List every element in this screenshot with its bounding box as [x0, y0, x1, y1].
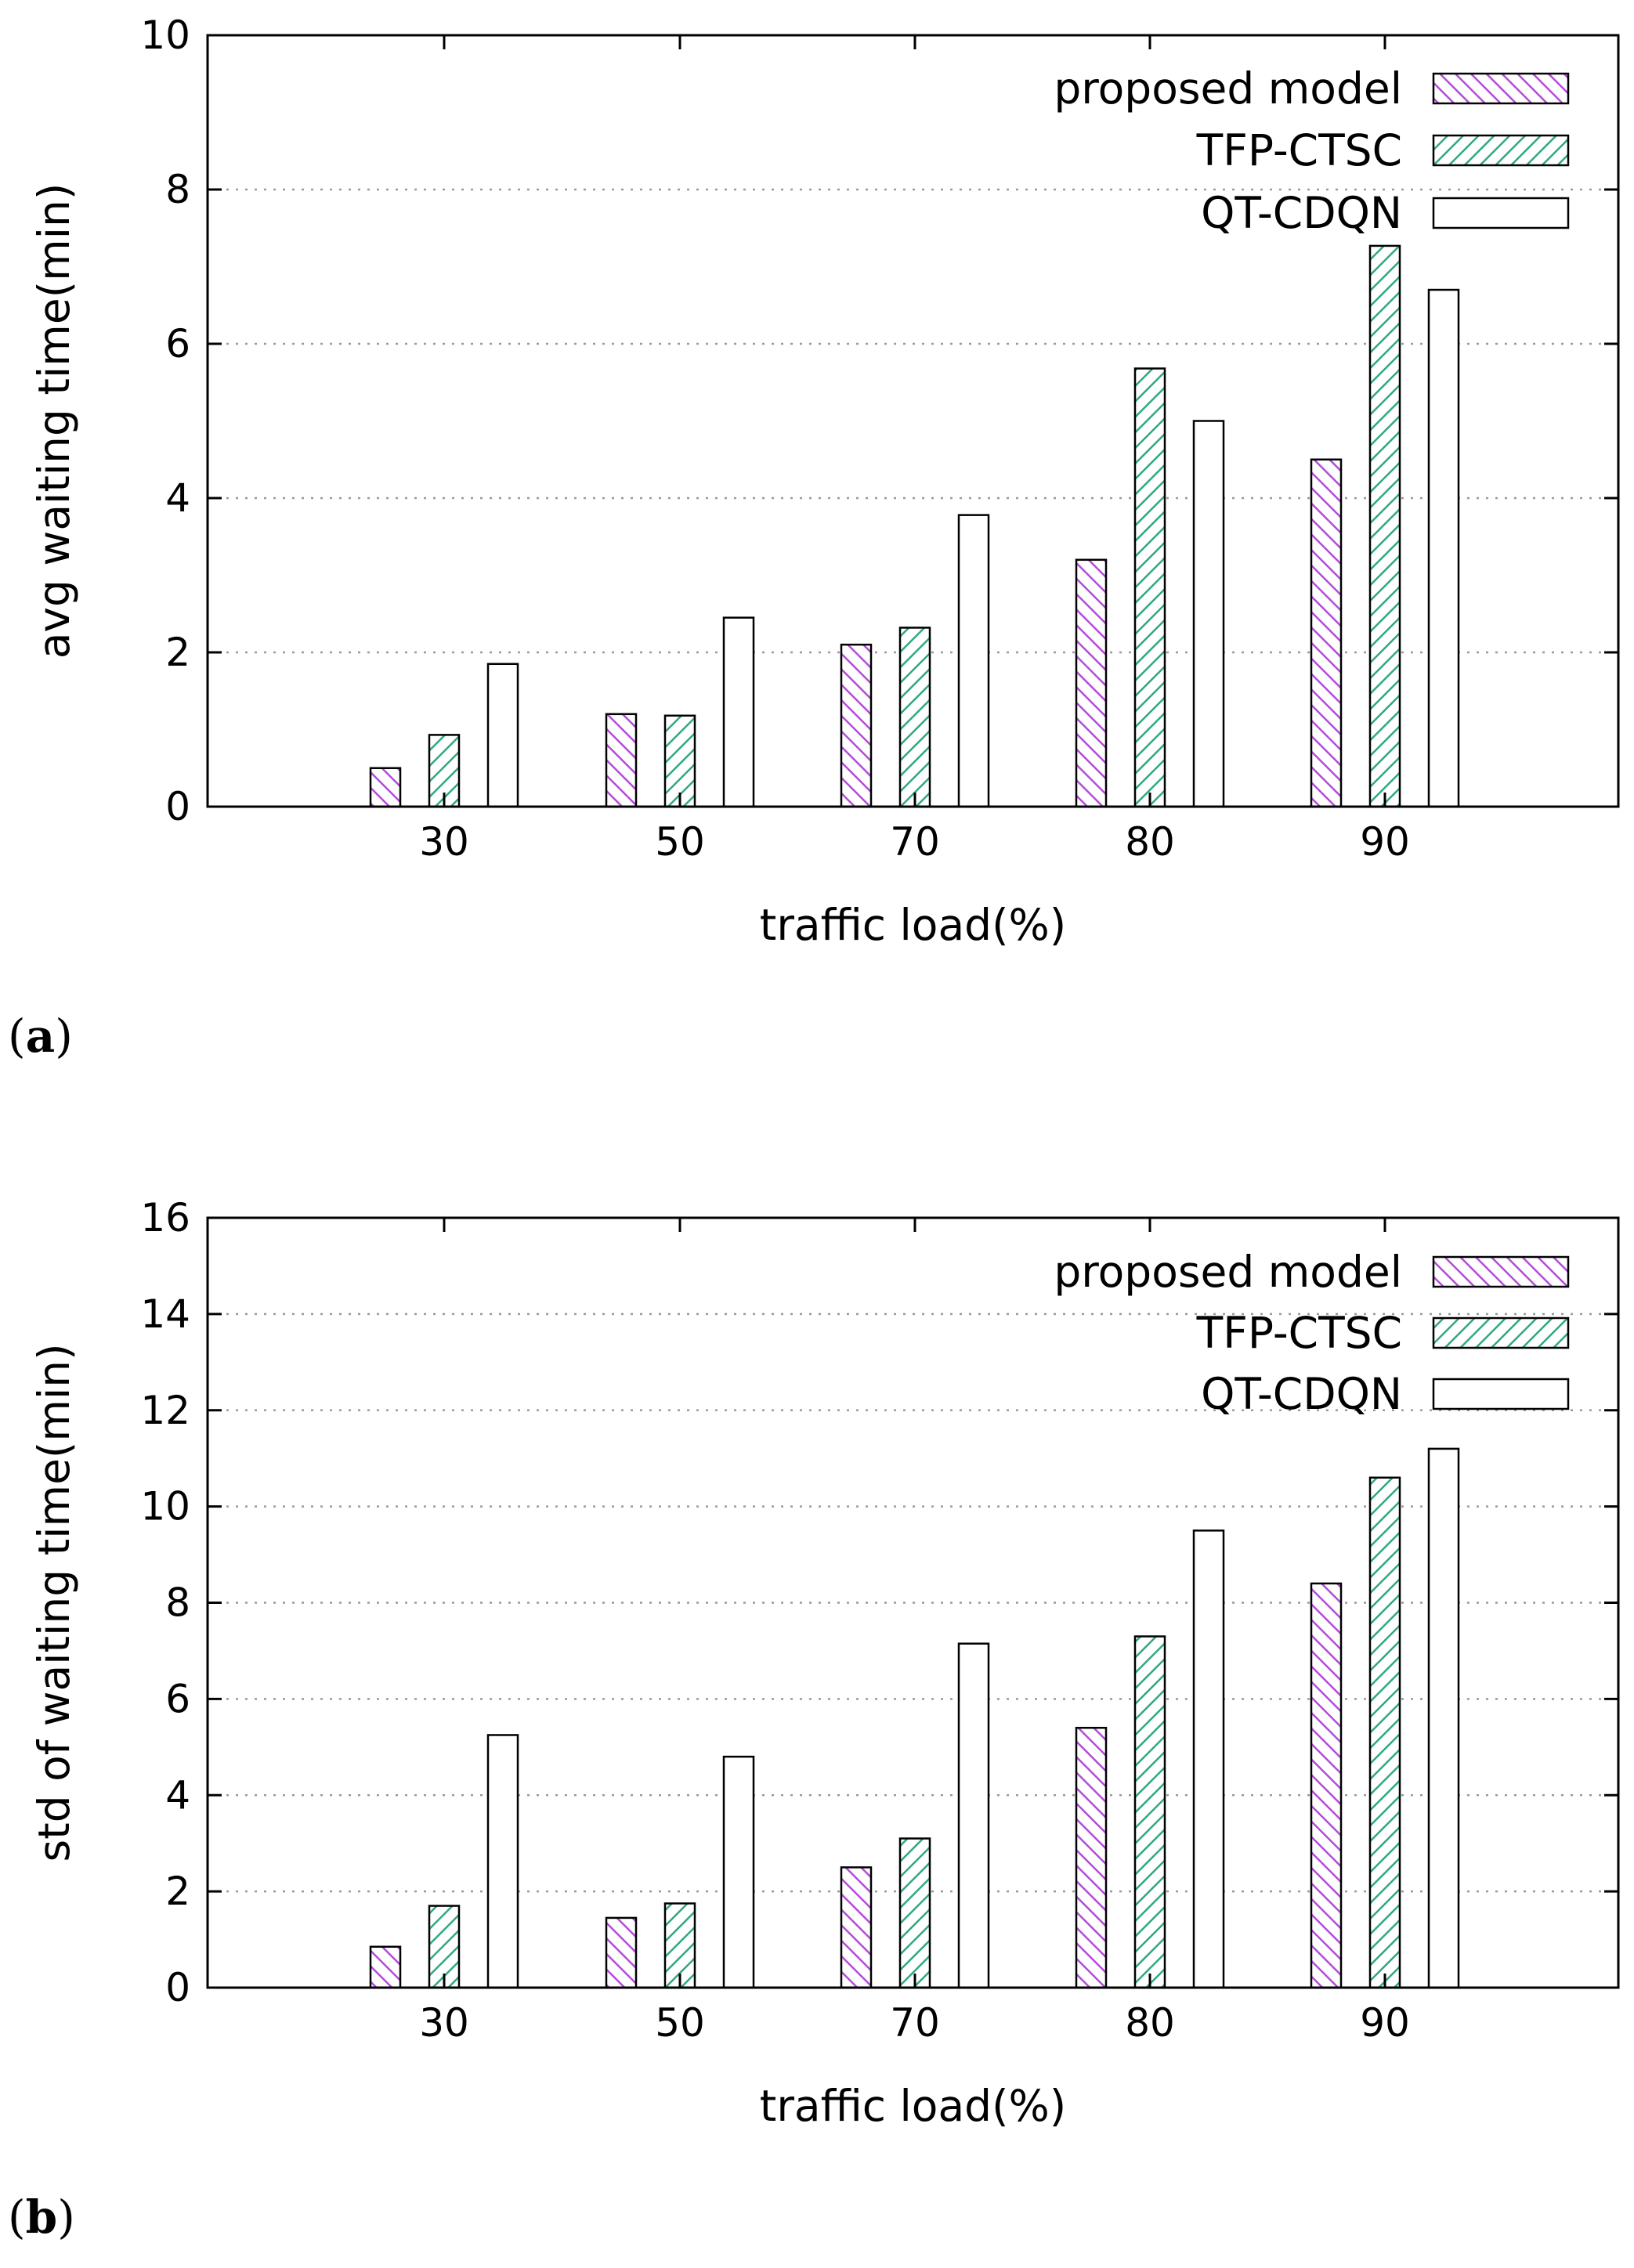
- y-axis-label: std of waiting time(min): [29, 1343, 79, 1862]
- x-tick-label: 80: [1125, 819, 1175, 865]
- bar-hatch-purple-70: [840, 1866, 873, 1989]
- bar-outline-50: [722, 1755, 755, 1989]
- y-tick-label: 8: [165, 167, 190, 212]
- y-tick-label: 6: [165, 1676, 190, 1721]
- legend-swatch-hatch-purple: [1432, 1255, 1570, 1288]
- legend-swatch-hatch-green: [1432, 1316, 1570, 1349]
- bar-hatch-green-80: [1133, 1635, 1166, 1989]
- panel-label-close: ): [57, 2190, 75, 2244]
- x-tick-label: 80: [1125, 2000, 1175, 2046]
- panel-label: (a): [8, 1009, 73, 1063]
- chart-panel-b: 0 2 4 6 8 10 12 14 16 30 50 70 80 90 traffic load(%) st…: [8, 1195, 1620, 2244]
- y-tick-label: 14: [140, 1291, 190, 1337]
- legend-swatch-outline: [1432, 1378, 1570, 1410]
- y-tick-label: 0: [165, 1965, 190, 2010]
- plot-frame: [206, 34, 1620, 808]
- y-tick-label: 4: [165, 475, 190, 521]
- x-tick-label: 30: [419, 2000, 469, 2046]
- bar-outline-70: [957, 1642, 990, 1989]
- bar-hatch-purple-30: [369, 1945, 402, 1989]
- x-tick-label: 50: [655, 819, 705, 865]
- x-axis-label: traffic load(%): [760, 2081, 1067, 2131]
- y-tick-label: 6: [165, 321, 190, 367]
- panel-label-open: (: [8, 2190, 26, 2244]
- legend-label: QT-CDQN: [1201, 188, 1402, 238]
- bar-outline-30: [486, 663, 519, 808]
- bar-hatch-green-70: [898, 627, 931, 808]
- y-tick-label: 0: [165, 784, 190, 829]
- x-tick-label: 70: [890, 819, 940, 865]
- y-tick-label: 8: [165, 1580, 190, 1626]
- legend-label: TFP-CTSC: [1196, 1308, 1402, 1358]
- x-axis-label: traffic load(%): [760, 900, 1067, 950]
- y-tick-label: 2: [165, 1869, 190, 1914]
- y-tick-label: 2: [165, 630, 190, 675]
- panel-label-letter: b: [26, 2190, 58, 2244]
- bar-hatch-green-90: [1368, 1476, 1401, 1989]
- bar-hatch-green-90: [1368, 244, 1401, 808]
- bar-outline-30: [486, 1734, 519, 1989]
- x-tick-label: 70: [890, 2000, 940, 2046]
- x-tick-label: 30: [419, 819, 469, 865]
- legend-label: TFP-CTSC: [1196, 125, 1402, 175]
- bar-hatch-green-80: [1133, 367, 1166, 808]
- bar-hatch-purple-30: [369, 767, 402, 808]
- x-tick-label: 90: [1360, 819, 1410, 865]
- chart-panel-a: 0 2 4 6 8 10 30 50 70 80 90 traffic load(%) avg wait…: [8, 13, 1620, 1063]
- panel-label-open: (: [8, 1009, 26, 1063]
- legend-swatch-hatch-green: [1432, 134, 1570, 167]
- panel-label-close: ): [55, 1009, 73, 1063]
- y-tick-label: 10: [140, 13, 190, 58]
- bar-outline-80: [1192, 1529, 1225, 1989]
- bar-outline-90: [1427, 1447, 1460, 1989]
- y-tick-label: 10: [140, 1484, 190, 1529]
- panel-label: (b): [8, 2190, 75, 2244]
- legend-swatch-outline: [1432, 197, 1570, 229]
- bar-hatch-green-70: [898, 1837, 931, 1989]
- y-tick-label: 4: [165, 1772, 190, 1818]
- bar-outline-50: [722, 616, 755, 808]
- bar-hatch-purple-80: [1075, 1726, 1108, 1989]
- x-tick-label: 90: [1360, 2000, 1410, 2046]
- bar-outline-80: [1192, 420, 1225, 808]
- bar-hatch-purple-90: [1310, 1582, 1343, 1989]
- legend-swatch-hatch-purple: [1432, 72, 1570, 105]
- bar-hatch-purple-50: [605, 1916, 638, 1989]
- bar-outline-70: [957, 514, 990, 808]
- legend-label: proposed model: [1054, 63, 1402, 114]
- y-axis-label: avg waiting time(min): [29, 183, 79, 659]
- legend-label: QT-CDQN: [1201, 1369, 1402, 1419]
- bar-hatch-purple-90: [1310, 458, 1343, 808]
- legend-label: proposed model: [1054, 1247, 1402, 1297]
- y-tick-label: 12: [140, 1388, 190, 1433]
- bar-hatch-purple-50: [605, 713, 638, 808]
- y-tick-label: 16: [140, 1195, 190, 1241]
- panel-label-letter: a: [26, 1009, 56, 1063]
- bar-outline-90: [1427, 288, 1460, 808]
- x-tick-label: 50: [655, 2000, 705, 2046]
- bar-hatch-purple-80: [1075, 558, 1108, 808]
- bar-hatch-purple-70: [840, 643, 873, 808]
